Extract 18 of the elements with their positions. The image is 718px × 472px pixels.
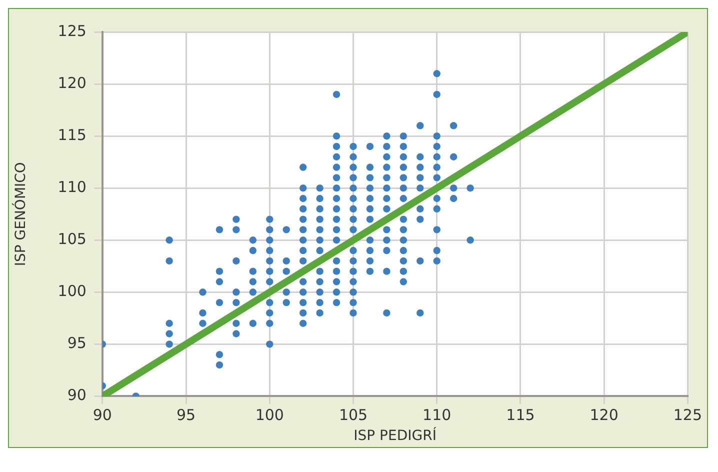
x-tick-label: 125 [673, 406, 702, 424]
y-tick-label: 100 [58, 282, 86, 300]
y-tick-label: 95 [67, 334, 86, 352]
y-tick-label: 120 [58, 74, 86, 92]
y-tick-label: 125 [58, 22, 86, 40]
y-tick-label: 105 [58, 230, 86, 248]
x-tick-label: 105 [338, 406, 368, 424]
x-tick-label: 95 [176, 406, 196, 424]
x-tick-label: 100 [255, 406, 284, 424]
x-tick-label: 115 [506, 406, 535, 424]
x-tick-label: 90 [92, 406, 112, 424]
y-tick-label: 110 [58, 178, 86, 196]
y-tick-label: 90 [67, 386, 86, 404]
y-tick-label: 115 [58, 126, 86, 144]
x-tick-label: 110 [422, 406, 452, 424]
x-axis-title: ISP PEDIGRÍ [354, 427, 436, 444]
x-tick-label: 120 [590, 406, 618, 424]
y-axis-title: ISP GENÓMICO [12, 162, 30, 266]
